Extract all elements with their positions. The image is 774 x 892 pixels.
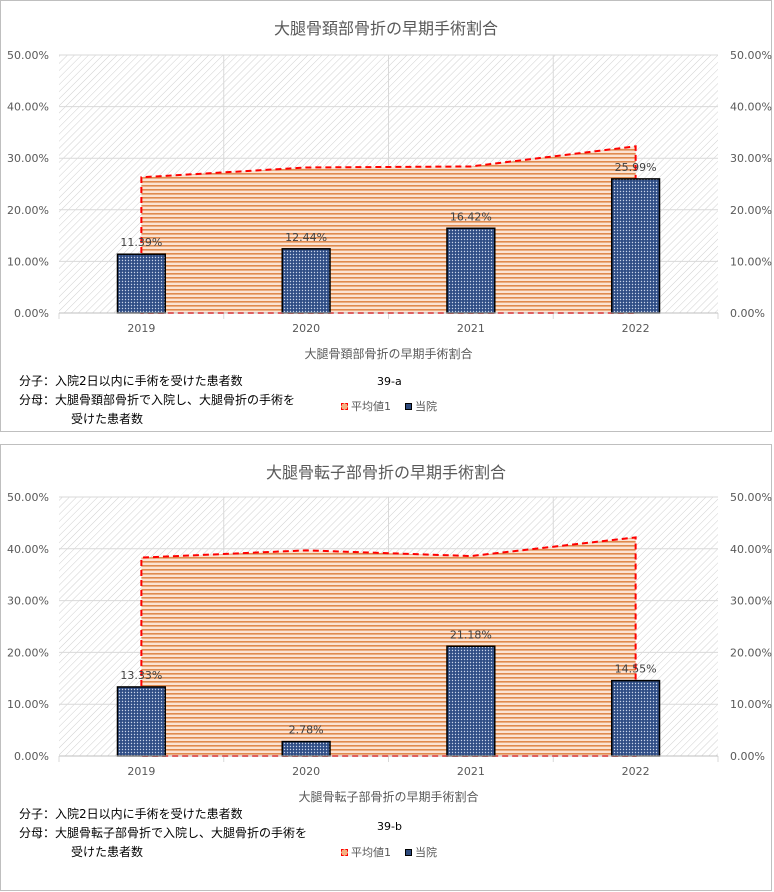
legend-swatch-average-a [341,403,348,410]
bar-a-2021 [447,228,495,313]
y-tick-right-a: 10.00% [730,255,772,268]
y-tick-right-b: 50.00% [730,491,772,504]
bar-b-2019 [117,687,165,756]
bar-b-2021 [447,646,495,756]
y-tick-left-a: 0.00% [14,307,49,320]
y-tick-left-b: 50.00% [7,491,49,504]
y-tick-left-a: 40.00% [7,101,49,114]
y-tick-right-a: 0.00% [730,307,765,320]
bar-a-2022 [612,179,660,313]
legend-item-average-b: 平均値1 [341,844,391,860]
x-tick-label-a-2022: 2022 [622,322,650,335]
x-tick-label-a-2020: 2020 [292,322,320,335]
y-tick-left-b: 0.00% [14,750,49,763]
data-label-b-2021: 21.18% [450,628,492,641]
legend-label-hospital-a: 当院 [415,398,437,414]
x-tick-label-b-2022: 2022 [622,765,650,778]
y-tick-right-b: 40.00% [730,543,772,556]
y-tick-left-b: 10.00% [7,698,49,711]
legend-swatch-average-b [341,849,348,856]
x-tick-label-b-2020: 2020 [292,765,320,778]
y-tick-right-b: 0.00% [730,750,765,763]
denominator-line2-b: 受けた患者数 [19,843,307,862]
data-label-b-2019: 13.33% [120,669,162,682]
y-tick-left-a: 20.00% [7,204,49,217]
bar-a-2019 [117,254,165,313]
denominator-line1-b: 分母：大腿骨転子部骨折で入院し、大腿骨折の手術を [19,826,307,840]
data-label-b-2022: 14.55% [615,663,657,676]
x-axis-title-b: 大腿骨転子部骨折の早期手術割合 [298,789,478,804]
legend-item-hospital-b: 当院 [405,844,437,860]
legend-item-average-a: 平均値1 [341,398,391,414]
y-tick-left-b: 40.00% [7,543,49,556]
y-tick-left-a: 10.00% [7,255,49,268]
data-label-a-2021: 16.42% [450,210,492,223]
legend-item-hospital-a: 当院 [405,398,437,414]
y-tick-right-a: 30.00% [730,152,772,165]
denominator-line1-a: 分母：大腿骨頚部骨折で入院し、大腿骨折の手術を [19,393,295,407]
bar-a-2020 [282,249,330,313]
y-tick-left-a: 50.00% [7,49,49,62]
average-area-b [141,537,635,756]
legend-b: 平均値1 当院 [341,844,437,860]
legend-label-hospital-b: 当院 [415,844,437,860]
data-label-a-2019: 11.39% [120,236,162,249]
y-tick-left-a: 30.00% [7,152,49,165]
numerator-note-b: 分子：入院2日以内に手術を受けた患者数 [19,805,243,824]
y-tick-right-a: 20.00% [730,204,772,217]
figure-code-a: 39-a [377,375,402,388]
bar-b-2022 [612,681,660,756]
y-tick-right-a: 40.00% [730,101,772,114]
y-tick-left-b: 30.00% [7,595,49,608]
data-label-b-2020: 2.78% [289,724,324,737]
denominator-note-b: 分母：大腿骨転子部骨折で入院し、大腿骨折の手術を 受けた患者数 [19,824,307,862]
legend-label-average-b: 平均値1 [351,844,391,860]
chart-panel-b: 大腿骨転子部骨折の早期手術割合 0.00% 0.00% 10.00% 10.00% 20… [0,444,772,891]
y-tick-right-b: 30.00% [730,595,772,608]
y-tick-left-b: 20.00% [7,646,49,659]
x-tick-label-a-2019: 2019 [127,322,155,335]
chart-panel-a: 大腿骨頚部骨折の早期手術割合 0.00% 0.00% 10.00% 10.00% 20.… [0,0,772,432]
figure-code-b: 39-b [377,820,402,833]
x-tick-label-b-2021: 2021 [457,765,485,778]
data-label-a-2020: 12.44% [285,231,327,244]
denominator-line2-a: 受けた患者数 [19,410,295,429]
numerator-note-a: 分子：入院2日以内に手術を受けた患者数 [19,372,243,391]
y-tick-right-b: 20.00% [730,646,772,659]
denominator-note-a: 分母：大腿骨頚部骨折で入院し、大腿骨折の手術を 受けた患者数 [19,391,295,429]
y-tick-right-b: 10.00% [730,698,772,711]
legend-swatch-hospital-b [405,849,412,856]
legend-label-average-a: 平均値1 [351,398,391,414]
y-tick-right-a: 50.00% [730,49,772,62]
legend-a: 平均値1 当院 [341,398,437,414]
legend-swatch-hospital-a [405,403,412,410]
data-label-a-2022: 25.99% [615,161,657,174]
x-tick-label-b-2019: 2019 [127,765,155,778]
x-axis-title-a: 大腿骨頚部骨折の早期手術割合 [304,346,472,361]
x-tick-label-a-2021: 2021 [457,322,485,335]
chart-svg-a: 0.00% 0.00% 10.00% 10.00% 20.00% 20.00% 30.00%… [1,1,773,433]
bar-b-2020 [282,742,330,756]
